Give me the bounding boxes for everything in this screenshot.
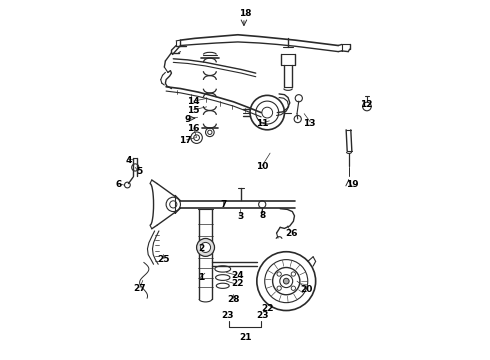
Text: 9: 9: [184, 115, 191, 124]
Text: 3: 3: [238, 212, 244, 221]
Text: 26: 26: [285, 229, 298, 238]
Text: 10: 10: [256, 162, 269, 171]
Text: 16: 16: [187, 124, 199, 133]
Text: 15: 15: [187, 105, 199, 114]
Text: 22: 22: [261, 304, 273, 313]
Text: 27: 27: [133, 284, 146, 293]
Text: 18: 18: [239, 9, 251, 18]
Text: 21: 21: [239, 333, 251, 342]
Circle shape: [283, 278, 289, 284]
Text: 24: 24: [231, 270, 244, 279]
Text: 25: 25: [157, 255, 170, 264]
Circle shape: [200, 242, 211, 252]
Text: 6: 6: [116, 180, 122, 189]
Circle shape: [196, 238, 215, 256]
Text: 20: 20: [300, 285, 313, 294]
Text: 5: 5: [136, 167, 142, 176]
Text: 13: 13: [303, 119, 316, 128]
Text: 1: 1: [198, 273, 204, 282]
Text: 2: 2: [198, 244, 204, 253]
Text: 17: 17: [179, 136, 192, 145]
Text: 23: 23: [221, 311, 234, 320]
Text: 12: 12: [360, 100, 372, 109]
Text: 23: 23: [256, 311, 269, 320]
Text: 7: 7: [220, 200, 227, 209]
Text: 14: 14: [187, 96, 199, 105]
Text: 4: 4: [125, 156, 132, 165]
Text: 19: 19: [346, 180, 359, 189]
Text: 22: 22: [231, 279, 244, 288]
Text: 8: 8: [259, 211, 266, 220]
Text: 28: 28: [227, 294, 240, 303]
Text: 11: 11: [256, 119, 269, 128]
